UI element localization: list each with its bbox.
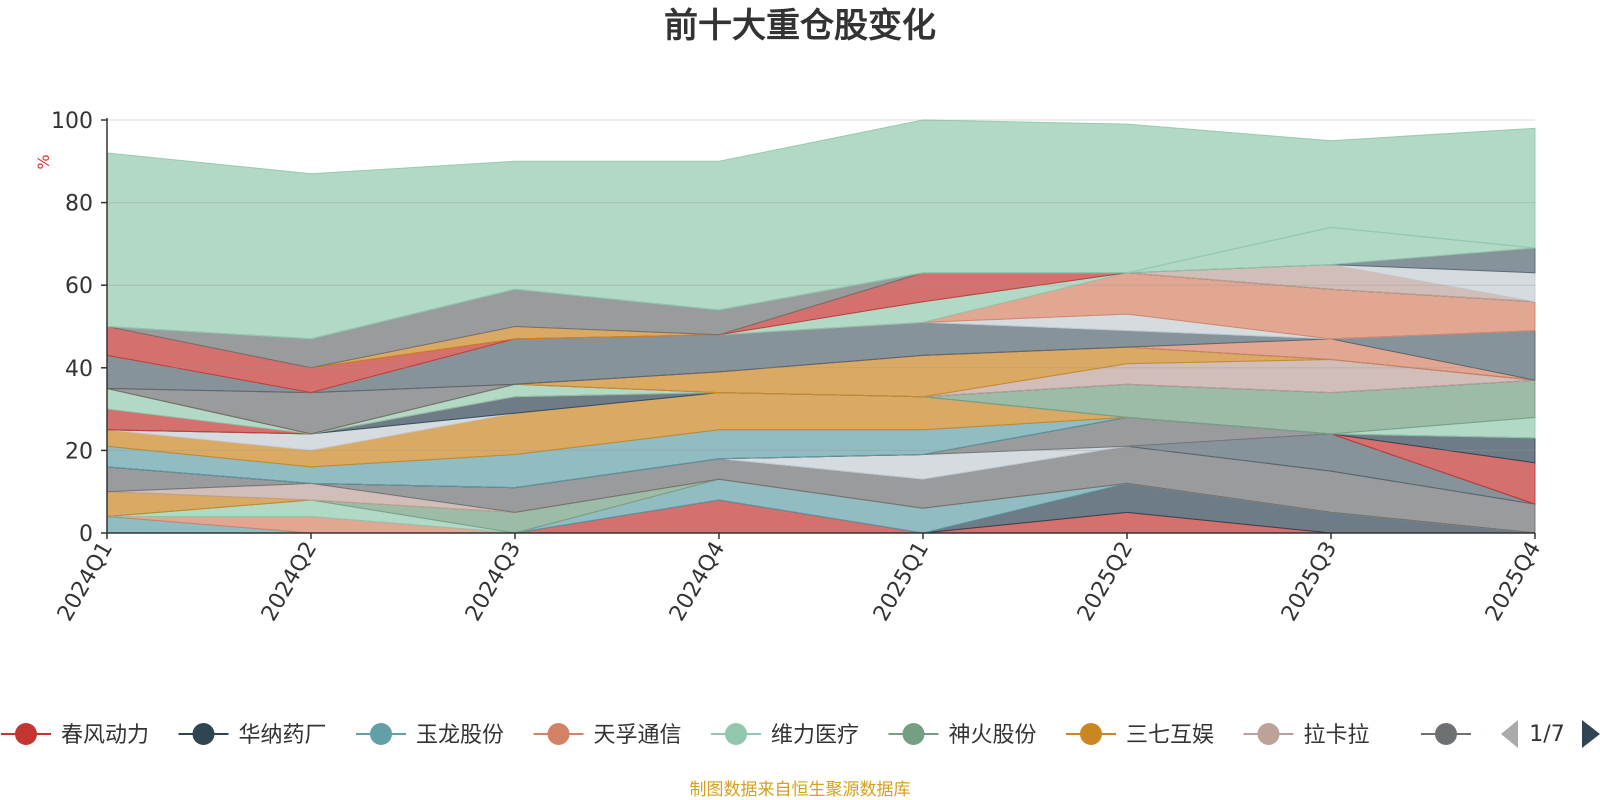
legend-label-5: 神火股份	[949, 723, 1037, 748]
legend-label-1: 华纳药厂	[239, 723, 327, 748]
area-series-38	[106, 119, 1536, 340]
x-tick-label-1: 2024Q2	[257, 538, 322, 626]
legend-marker-5	[902, 723, 925, 745]
legend-items: 春风动力 华纳药厂 玉龙股份 天孚通信 维力医疗 神火股份 三七互娱 拉卡拉 金山	[1, 723, 1525, 748]
y-tick-label-0: 0	[79, 522, 93, 547]
legend-marker-6	[1080, 723, 1102, 745]
gridlines	[107, 119, 1535, 451]
legend-item-8[interactable]: 金山	[1421, 723, 1525, 748]
data-source-note: 制图数据来自恒生聚源数据库	[690, 780, 911, 800]
legend-marker-8	[1435, 723, 1457, 745]
x-tick-label-2: 2024Q3	[461, 538, 526, 626]
legend-label-6: 三七互娱	[1126, 723, 1214, 748]
legend-page-indicator: 1/7	[1529, 722, 1564, 747]
x-tick-label-6: 2025Q3	[1277, 538, 1342, 626]
legend-item-0[interactable]: 春风动力	[1, 723, 149, 748]
legend-label-8: 金山	[1481, 723, 1525, 748]
y-tick-label-2: 40	[65, 357, 93, 382]
legend-item-3[interactable]: 天孚通信	[533, 723, 682, 748]
legend-item-6[interactable]: 三七互娱	[1066, 723, 1214, 748]
legend-pager[interactable]: 1/7	[1501, 720, 1600, 748]
legend-marker-7	[1257, 723, 1280, 745]
legend-marker-2	[370, 723, 392, 745]
legend-item-4[interactable]: 维力医疗	[711, 723, 859, 748]
x-tick-label-5: 2025Q2	[1073, 538, 1138, 626]
legend-item-1[interactable]: 华纳药厂	[178, 723, 327, 748]
legend-next-page-icon[interactable]	[1582, 720, 1600, 748]
y-tick-label-1: 20	[65, 439, 93, 464]
legend-label-2: 玉龙股份	[416, 723, 504, 748]
x-tick-label-0: 2024Q1	[53, 538, 118, 626]
y-tick-label-4: 80	[65, 192, 93, 217]
legend-label-3: 天孚通信	[594, 723, 682, 748]
x-tick-label-7: 2025Q4	[1481, 538, 1546, 626]
legend-item-7[interactable]: 拉卡拉	[1243, 723, 1370, 748]
legend-marker-4	[725, 723, 747, 745]
legend-label-0: 春风动力	[61, 723, 149, 748]
legend-marker-1	[192, 723, 215, 745]
legend-prev-page-icon[interactable]	[1501, 720, 1518, 748]
legend-marker-3	[547, 723, 570, 745]
stacked-area-layers	[106, 119, 1536, 534]
x-tick-label-4: 2025Q1	[869, 538, 934, 626]
legend[interactable]: 春风动力 华纳药厂 玉龙股份 天孚通信 维力医疗 神火股份 三七互娱 拉卡拉 金山	[1, 723, 1525, 748]
y-tick-label-5: 100	[51, 109, 93, 134]
legend-label-4: 维力医疗	[771, 723, 859, 748]
y-tick-label-3: 60	[65, 274, 93, 299]
chart-title: 前十大重仓股变化	[664, 6, 936, 46]
x-tick-label-3: 2024Q4	[665, 538, 730, 626]
legend-marker-0	[15, 723, 37, 745]
y-axis-unit-label: %	[34, 154, 53, 169]
legend-label-7: 拉卡拉	[1304, 723, 1370, 748]
legend-item-5[interactable]: 神火股份	[888, 723, 1037, 748]
legend-item-2[interactable]: 玉龙股份	[356, 723, 504, 748]
